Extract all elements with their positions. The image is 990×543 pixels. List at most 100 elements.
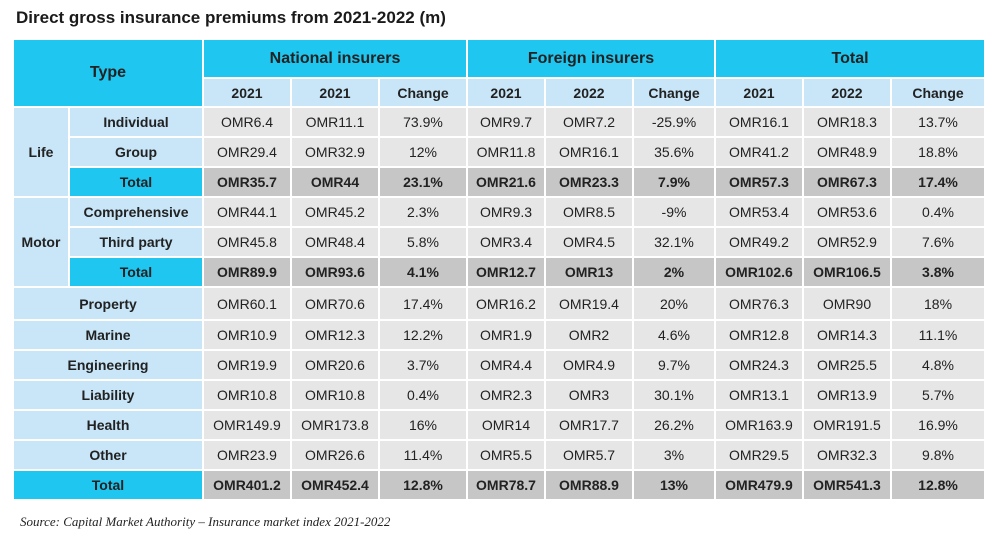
table-cell: OMR14.3 [804, 321, 890, 349]
source-note: Source: Capital Market Authority – Insur… [20, 514, 391, 529]
table-cell: OMR541.3 [804, 471, 890, 499]
type-header: Type [14, 40, 202, 106]
table-body: Life Individual OMR6.4 OMR11.1 73.9% OMR9.7 OM… [14, 108, 985, 499]
subcol-header: 2022 [804, 79, 890, 106]
table-cell: OMR4.5 [546, 228, 632, 256]
table-cell: OMR401.2 [204, 471, 290, 499]
row-label: Total [70, 168, 202, 196]
header-row-groups: Type National insurers Foreign insurers … [14, 40, 985, 106]
table-cell: OMR29.5 [716, 441, 802, 469]
grand-total-row: Total OMR401.2 OMR452.4 12.8% OMR78.7 OMR88.9… [14, 471, 985, 499]
row-label: Total [14, 471, 202, 499]
table-cell: 35.6% [634, 138, 714, 166]
table-cell: OMR1.9 [468, 321, 544, 349]
row-label: Comprehensive [70, 198, 202, 226]
subcol-header: 2022 [546, 79, 632, 106]
table-cell: OMR60.1 [204, 288, 290, 319]
table-cell: 0.4% [892, 198, 985, 226]
table-cell: OMR6.4 [204, 108, 290, 136]
table-cell: 4.8% [892, 351, 985, 379]
table-cell: OMR16.2 [468, 288, 544, 319]
table-cell: OMR25.5 [804, 351, 890, 379]
table-cell: OMR29.4 [204, 138, 290, 166]
table-cell: OMR10.9 [204, 321, 290, 349]
group-label: Life [14, 108, 68, 196]
table-row: Liability OMR10.8 OMR10.8 0.4% OMR2.3 OMR3 30.… [14, 381, 985, 409]
table-cell: OMR52.9 [804, 228, 890, 256]
table-row: Marine OMR10.9 OMR12.3 12.2% OMR1.9 OMR2 4.6% O… [14, 321, 985, 349]
table-cell: 3.7% [380, 351, 466, 379]
table-cell: OMR23.9 [204, 441, 290, 469]
table-cell: 17.4% [380, 288, 466, 319]
table-cell: 23.1% [380, 168, 466, 196]
table-cell: 16% [380, 411, 466, 439]
group-header-total: Total [716, 40, 985, 77]
table-cell: OMR13 [546, 258, 632, 286]
table-cell: 4.6% [634, 321, 714, 349]
table-row: Property OMR60.1 OMR70.6 17.4% OMR16.2 OMR19.… [14, 288, 985, 319]
table-cell: 26.2% [634, 411, 714, 439]
subcol-header: 2021 [204, 79, 290, 106]
table-cell: OMR67.3 [804, 168, 890, 196]
table-cell: OMR12.3 [292, 321, 378, 349]
table-cell: OMR102.6 [716, 258, 802, 286]
table-cell: OMR4.9 [546, 351, 632, 379]
table-cell: OMR26.6 [292, 441, 378, 469]
table-cell: OMR149.9 [204, 411, 290, 439]
table-cell: OMR13.1 [716, 381, 802, 409]
table-cell: OMR2.3 [468, 381, 544, 409]
table-cell: OMR13.9 [804, 381, 890, 409]
table-cell: 3% [634, 441, 714, 469]
table-cell: 2% [634, 258, 714, 286]
premiums-table: Type National insurers Foreign insurers … [12, 38, 986, 501]
table-cell: OMR70.6 [292, 288, 378, 319]
table-cell: OMR24.3 [716, 351, 802, 379]
subcol-header: Change [892, 79, 985, 106]
row-label: Marine [14, 321, 202, 349]
table-cell: OMR21.6 [468, 168, 544, 196]
table-cell: OMR90 [804, 288, 890, 319]
table-cell: OMR88.9 [546, 471, 632, 499]
table-cell: OMR41.2 [716, 138, 802, 166]
row-label: Property [14, 288, 202, 319]
table-row: Life Individual OMR6.4 OMR11.1 73.9% OMR9.7 OM… [14, 108, 985, 196]
table-cell: OMR7.2 [546, 108, 632, 136]
table-cell: OMR2 [546, 321, 632, 349]
table-cell: OMR78.7 [468, 471, 544, 499]
table-row: Total OMR89.9 OMR93.6 4.1% OMR12.7 OMR13 2% OMR… [14, 258, 985, 286]
table-cell: OMR9.7 [468, 108, 544, 136]
table-cell: OMR45.2 [292, 198, 378, 226]
subcol-header: 2021 [468, 79, 544, 106]
table-cell: OMR5.7 [546, 441, 632, 469]
table-cell: OMR32.9 [292, 138, 378, 166]
table-row: Group OMR29.4 OMR32.9 12% OMR11.8 OMR16.1 35.6… [14, 138, 985, 166]
table-cell: OMR35.7 [204, 168, 290, 196]
table-cell: OMR452.4 [292, 471, 378, 499]
table-cell: 17.4% [892, 168, 985, 196]
table-cell: 12.8% [892, 471, 985, 499]
subcol-header: Change [634, 79, 714, 106]
table-cell: OMR19.9 [204, 351, 290, 379]
table-row: Third party OMR45.8 OMR48.4 5.8% OMR3.4 OMR4.… [14, 228, 985, 256]
table-cell: 9.8% [892, 441, 985, 469]
table-cell: OMR4.4 [468, 351, 544, 379]
table-cell: OMR17.7 [546, 411, 632, 439]
table-row: Other OMR23.9 OMR26.6 11.4% OMR5.5 OMR5.7 3% OM… [14, 441, 985, 469]
table-row: Motor Comprehensive OMR44.1 OMR45.2 2.3% OMR9… [14, 198, 985, 286]
table-cell: OMR57.3 [716, 168, 802, 196]
table-cell: 7.9% [634, 168, 714, 196]
table-cell: OMR3.4 [468, 228, 544, 256]
table-cell: 18% [892, 288, 985, 319]
table-cell: 4.1% [380, 258, 466, 286]
table-row: Total OMR35.7 OMR44 23.1% OMR21.6 OMR23.3 7.9%… [14, 168, 985, 196]
table-cell: OMR76.3 [716, 288, 802, 319]
table-row: Health OMR149.9 OMR173.8 16% OMR14 OMR17.7 26.… [14, 411, 985, 439]
table-cell: OMR173.8 [292, 411, 378, 439]
table-cell: 30.1% [634, 381, 714, 409]
table-cell: OMR8.5 [546, 198, 632, 226]
group-header-national: National insurers [204, 40, 466, 77]
table-cell: OMR45.8 [204, 228, 290, 256]
table-cell: 0.4% [380, 381, 466, 409]
table-cell: 9.7% [634, 351, 714, 379]
table-cell: 13.7% [892, 108, 985, 136]
